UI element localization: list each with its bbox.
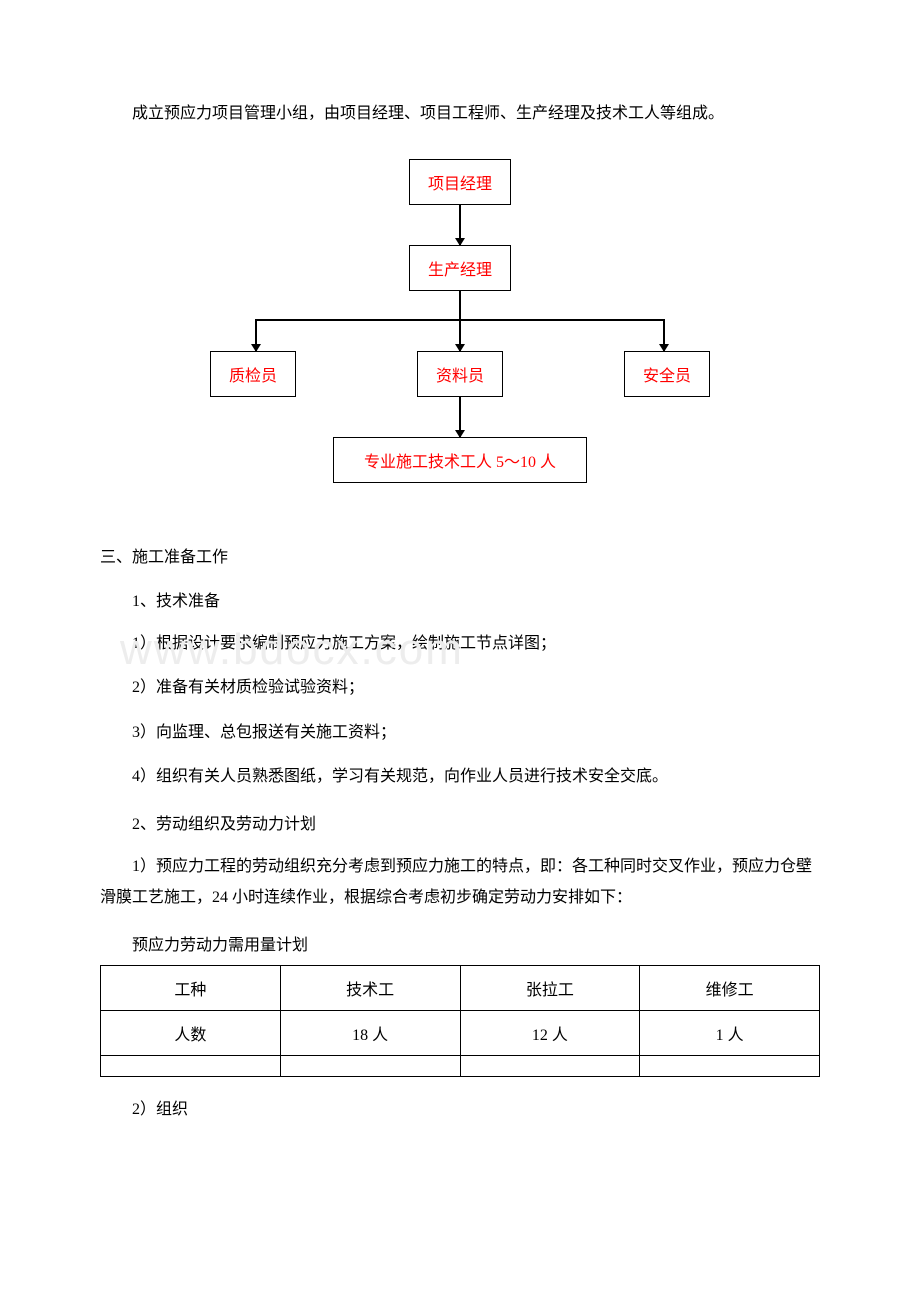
table-cell: 工种 bbox=[101, 966, 281, 1011]
table-cell bbox=[280, 1056, 460, 1077]
tech-prep-title: 1、技术准备 bbox=[100, 587, 820, 611]
table-cell bbox=[640, 1056, 820, 1077]
tech-item-1: 1）根据设计要求编制预应力施工方案，绘制施工节点详图； bbox=[100, 629, 820, 659]
table-row: 工种 技术工 张拉工 维修工 bbox=[101, 966, 820, 1011]
labor-paragraph: 1）预应力工程的劳动组织充分考虑到预应力施工的特点，即：各工种同时交叉作业，预应… bbox=[100, 852, 820, 913]
org-item: 2）组织 bbox=[100, 1095, 820, 1125]
tech-item-3: 3）向监理、总包报送有关施工资料； bbox=[100, 718, 820, 748]
flow-node-workers: 专业施工技术工人 5～10 人 bbox=[333, 437, 587, 483]
flow-node-production-manager: 生产经理 bbox=[409, 245, 511, 291]
flow-connector bbox=[210, 291, 710, 351]
table-cell: 技术工 bbox=[280, 966, 460, 1011]
flow-node-quality-inspector: 质检员 bbox=[210, 351, 296, 397]
table-cell: 18 人 bbox=[280, 1011, 460, 1056]
arrow-icon bbox=[459, 205, 461, 245]
arrow-icon bbox=[459, 397, 461, 437]
tech-item-4: 4）组织有关人员熟悉图纸，学习有关规范，向作业人员进行技术安全交底。 bbox=[100, 762, 820, 792]
flow-node-safety-officer: 安全员 bbox=[624, 351, 710, 397]
table-cell: 张拉工 bbox=[460, 966, 640, 1011]
table-cell bbox=[460, 1056, 640, 1077]
section-3-title: 三、施工准备工作 bbox=[100, 543, 820, 567]
table-cell bbox=[101, 1056, 281, 1077]
flow-node-documenter: 资料员 bbox=[417, 351, 503, 397]
labor-title: 2、劳动组织及劳动力计划 bbox=[100, 810, 820, 834]
intro-paragraph: 成立预应力项目管理小组，由项目经理、项目工程师、生产经理及技术工人等组成。 bbox=[100, 100, 820, 129]
tech-item-2: 2）准备有关材质检验试验资料； bbox=[100, 673, 820, 703]
table-row bbox=[101, 1056, 820, 1077]
org-flowchart: 项目经理 生产经理 质检员 资料员 安全员 专业施工技术工人 5～10 人 bbox=[210, 159, 710, 483]
table-cell: 维修工 bbox=[640, 966, 820, 1011]
table-caption: 预应力劳动力需用量计划 bbox=[100, 931, 820, 955]
table-cell: 人数 bbox=[101, 1011, 281, 1056]
labor-table: 工种 技术工 张拉工 维修工 人数 18 人 12 人 1 人 bbox=[100, 965, 820, 1077]
table-cell: 1 人 bbox=[640, 1011, 820, 1056]
table-cell: 12 人 bbox=[460, 1011, 640, 1056]
table-row: 人数 18 人 12 人 1 人 bbox=[101, 1011, 820, 1056]
flow-node-project-manager: 项目经理 bbox=[409, 159, 511, 205]
